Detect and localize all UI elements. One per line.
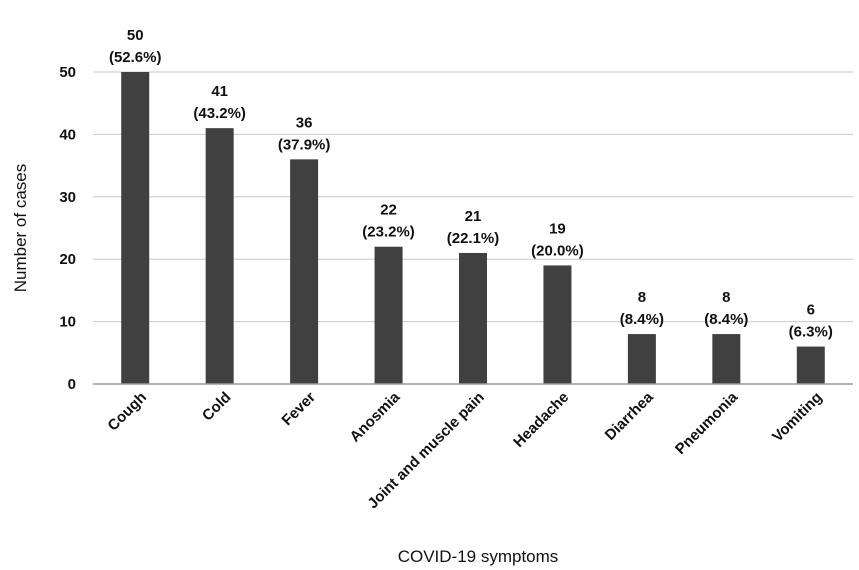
- bar: [712, 334, 741, 384]
- data-label-value: 21: [465, 208, 482, 225]
- data-label-percent: (20.0%): [531, 242, 584, 259]
- data-label-value: 8: [722, 289, 730, 306]
- data-label-value: 6: [807, 302, 815, 319]
- bar: [121, 72, 150, 384]
- data-label-value: 19: [549, 220, 566, 237]
- data-label-percent: (22.1%): [447, 230, 500, 247]
- bar: [205, 128, 234, 384]
- data-label-value: 22: [380, 202, 397, 219]
- bar: [290, 159, 319, 384]
- data-label-percent: (37.9%): [278, 136, 331, 153]
- bar: [374, 246, 403, 384]
- y-tick-label: 30: [59, 189, 76, 206]
- data-label-percent: (8.4%): [620, 311, 664, 328]
- bar: [796, 346, 825, 384]
- data-label-percent: (52.6%): [109, 49, 162, 66]
- bar: [459, 252, 487, 384]
- bars: [121, 72, 825, 384]
- y-tick-label: 40: [59, 126, 76, 143]
- y-tick-label: 50: [59, 64, 76, 81]
- data-label-percent: (8.4%): [704, 311, 748, 328]
- x-tick-label: Pneumonia: [672, 388, 742, 458]
- bar: [543, 265, 572, 384]
- data-label-percent: (6.3%): [789, 324, 833, 341]
- x-tick-label: Cold: [199, 389, 235, 425]
- y-tick-label: 10: [59, 314, 76, 331]
- y-axis-title: Number of cases: [11, 164, 30, 293]
- x-tick-label: Diarrhea: [602, 388, 658, 444]
- x-tick-label: Anosmia: [347, 388, 404, 445]
- y-tick-label: 0: [68, 376, 76, 393]
- y-axis-ticks: 0 10 20 30 40 50: [59, 64, 76, 393]
- data-label-value: 36: [296, 114, 313, 131]
- x-tick-label: Cough: [104, 389, 150, 435]
- data-label-percent: (43.2%): [193, 105, 246, 122]
- x-tick-label: Fever: [279, 389, 319, 429]
- x-axis-title: COVID-19 symptoms: [398, 547, 559, 566]
- x-tick-label: Headache: [510, 389, 572, 451]
- y-tick-label: 20: [59, 251, 76, 268]
- x-tick-label: Vomiting: [769, 389, 826, 446]
- data-label-value: 8: [638, 289, 646, 306]
- data-label-percent: (23.2%): [362, 224, 415, 241]
- bar: [627, 334, 656, 384]
- data-label-value: 41: [211, 83, 228, 100]
- data-labels: 50 (52.6%) 41 (43.2%) 36 (37.9%) 22 (23.2%) 21 (2…: [109, 27, 833, 341]
- data-label-value: 50: [127, 27, 144, 44]
